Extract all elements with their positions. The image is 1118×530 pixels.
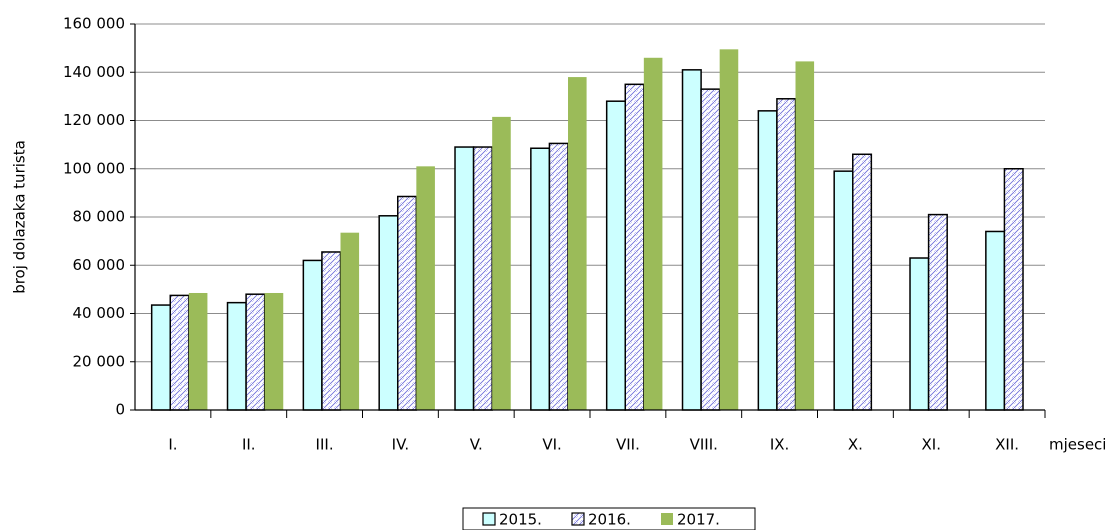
- x-tick-label: VIII.: [690, 436, 718, 454]
- bar: [472, 146, 493, 411]
- legend-swatch: [571, 512, 585, 526]
- y-tick-label: 20 000: [73, 352, 126, 370]
- bar: [681, 69, 702, 411]
- bar: [530, 147, 551, 411]
- bar: [776, 98, 797, 411]
- bar: [985, 230, 1006, 411]
- bar: [378, 215, 399, 411]
- x-tick-label: IX.: [770, 436, 789, 454]
- bar: [927, 213, 948, 411]
- bar: [1003, 168, 1024, 411]
- bar: [757, 110, 778, 411]
- x-tick-label: II.: [242, 436, 256, 454]
- y-tick-label: 140 000: [63, 63, 125, 81]
- bar: [568, 77, 587, 410]
- bar: [169, 294, 190, 411]
- y-tick-label: 80 000: [73, 208, 126, 226]
- bar: [852, 153, 873, 411]
- bar: [833, 170, 854, 411]
- bar: [643, 57, 663, 411]
- y-tick-label: 40 000: [73, 304, 126, 322]
- bar: [397, 195, 418, 411]
- bar: [548, 142, 569, 411]
- bar: [719, 49, 739, 411]
- legend-label: 2015.: [499, 511, 542, 529]
- bar: [909, 257, 930, 411]
- bar: [624, 83, 645, 411]
- bar: [321, 251, 342, 411]
- bar: [795, 61, 815, 411]
- y-tick-label: 160 000: [63, 15, 125, 33]
- bar: [245, 293, 266, 411]
- y-axis-label: broj dolazaka turista: [11, 140, 29, 294]
- bar: [302, 259, 323, 411]
- bar: [188, 292, 208, 410]
- x-tick-label: I.: [168, 436, 177, 454]
- bar: [264, 292, 284, 410]
- bar: [700, 88, 721, 411]
- x-tick-label: IV.: [392, 436, 410, 454]
- x-tick-label: VI.: [542, 436, 561, 454]
- x-tick-label: XII.: [995, 436, 1019, 454]
- legend-label: 2016.: [588, 511, 631, 529]
- y-tick-label: 100 000: [63, 159, 125, 177]
- bar: [150, 304, 172, 411]
- bar: [454, 146, 475, 411]
- legend-label: 2017.: [677, 511, 720, 529]
- y-tick-label: 0: [115, 401, 125, 419]
- x-tick-label: XI.: [922, 436, 941, 454]
- bar: [226, 301, 247, 411]
- y-tick-label: 120 000: [63, 111, 125, 129]
- x-tick-label: VII.: [616, 436, 640, 454]
- bar: [416, 166, 435, 410]
- bar: [340, 232, 360, 410]
- legend-swatch: [482, 512, 496, 526]
- bar: [492, 116, 511, 410]
- x-tick-label: V.: [470, 436, 483, 454]
- x-tick-label: III.: [316, 436, 334, 454]
- legend-box: [462, 507, 756, 530]
- x-tick-label: X.: [848, 436, 863, 454]
- x-axis-label: mjeseci: [1049, 436, 1106, 454]
- bar: [605, 100, 627, 411]
- legend-swatch: [661, 513, 673, 525]
- y-tick-label: 60 000: [73, 256, 126, 274]
